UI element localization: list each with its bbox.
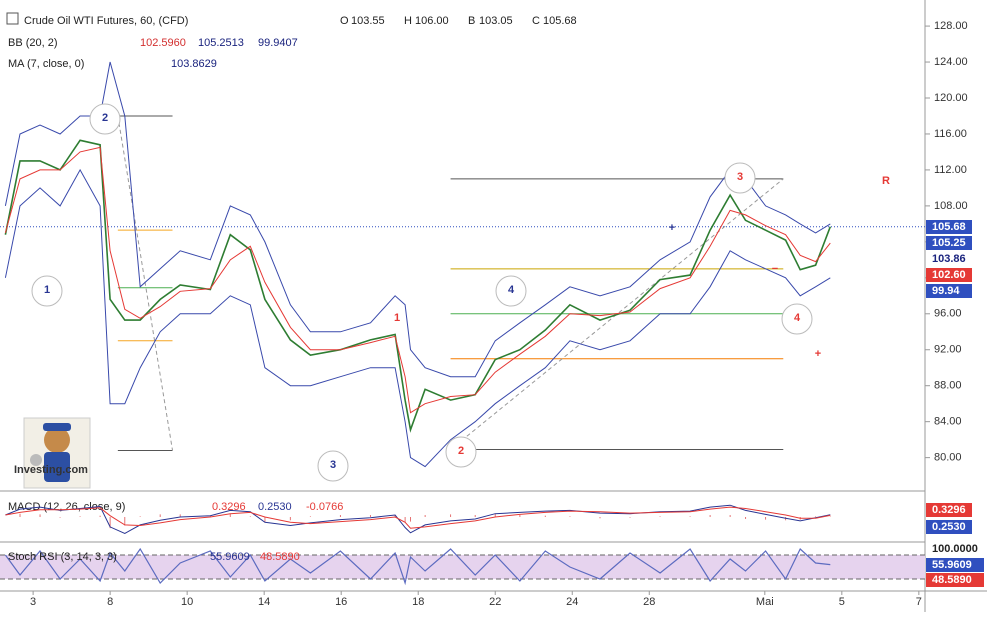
wave-circle xyxy=(724,162,756,194)
y-tick-label: 124.00 xyxy=(934,56,968,68)
macd-tag xyxy=(926,503,972,517)
stoch-tag-label: 48.5890 xyxy=(932,574,972,586)
price-tag xyxy=(926,220,972,234)
series-line xyxy=(4,168,831,468)
bb-value: 105.2513 xyxy=(198,37,244,49)
wave-label: + xyxy=(669,222,675,234)
wave-label: 3 xyxy=(737,171,743,183)
wave-circle xyxy=(89,103,121,135)
y-tick-label: 88.00 xyxy=(934,380,962,392)
y-tick-label: 128.00 xyxy=(934,20,968,32)
x-tick-label: 14 xyxy=(258,596,270,608)
wave-circle xyxy=(317,450,349,482)
ohlc-value: 103.55 xyxy=(351,15,385,27)
stoch-tag xyxy=(926,558,984,572)
x-tick-label: 16 xyxy=(335,596,347,608)
chart-title: Crude Oil WTI Futures, 60, (CFD) xyxy=(24,15,188,27)
wave-label: 3 xyxy=(330,459,336,471)
x-tick-label: 28 xyxy=(643,596,655,608)
x-tick-label: 7 xyxy=(916,596,922,608)
ohlc-key: H xyxy=(404,15,412,27)
stoch-value: 48.5890 xyxy=(260,551,300,563)
bb-value: 99.9407 xyxy=(258,37,298,49)
y-tick-label: 120.00 xyxy=(934,92,968,104)
x-tick-label: 24 xyxy=(566,596,578,608)
wave-circle xyxy=(31,275,63,307)
macd-tag-label: 0.3296 xyxy=(932,504,966,516)
macd-tag-label: 0.2530 xyxy=(932,521,966,533)
wave-label: R xyxy=(882,175,890,187)
macd-name: MACD (12, 26, close, 9) xyxy=(8,501,125,513)
y-tick-label: 112.00 xyxy=(934,164,967,176)
stoch-name: Stoch RSI (3, 14, 3, 3) xyxy=(8,551,117,563)
ma-name: MA (7, close, 0) xyxy=(8,58,84,70)
macd-tag xyxy=(926,520,972,534)
ohlc-value: 106.00 xyxy=(415,15,449,27)
stoch-tag-label: 55.9609 xyxy=(932,559,972,571)
wave-label: 2 xyxy=(458,445,464,457)
wave-label: 1 xyxy=(44,284,50,296)
y-tick-label: 80.00 xyxy=(934,452,962,464)
price-tag-label: 105.25 xyxy=(932,237,966,249)
ohlc-key: C xyxy=(532,15,540,27)
ohlc-value: 105.68 xyxy=(543,15,577,27)
wave-label: − xyxy=(772,263,778,275)
trend-line xyxy=(450,178,784,450)
wave-circle xyxy=(495,275,527,307)
ma-value: 103.8629 xyxy=(171,58,217,70)
wave-label: 4 xyxy=(508,284,515,296)
x-tick-label: 10 xyxy=(181,596,193,608)
stoch-tag-label: 100.0000 xyxy=(932,543,978,555)
wave-label: 1 xyxy=(394,312,400,324)
price-tag-label: 105.68 xyxy=(932,221,966,233)
y-tick-label: 96.00 xyxy=(934,308,962,320)
ohlc-key: O xyxy=(340,15,349,27)
wave-label: 4 xyxy=(794,312,801,324)
price-tag-label: 103.86 xyxy=(932,253,966,265)
price-tag xyxy=(926,268,972,282)
macd-value: 0.3296 xyxy=(212,501,246,513)
wave-circle xyxy=(781,303,813,335)
x-tick-label: 8 xyxy=(107,596,113,608)
y-tick-label: 92.00 xyxy=(934,344,962,356)
logo xyxy=(23,417,91,489)
series-line xyxy=(4,61,831,378)
y-tick-label: 116.00 xyxy=(934,128,967,140)
wave-label: 2 xyxy=(102,112,108,124)
y-tick-label: 108.00 xyxy=(934,200,968,212)
watermark: Investing.com xyxy=(14,464,88,476)
x-tick-label: 5 xyxy=(839,596,845,608)
macd-value: 0.2530 xyxy=(258,501,292,513)
price-tag-label: 102.60 xyxy=(932,269,966,281)
x-tick-label: 22 xyxy=(489,596,501,608)
bb-value: 102.5960 xyxy=(140,37,186,49)
bb-name: BB (20, 2) xyxy=(8,37,58,49)
stoch-band xyxy=(0,555,925,579)
ohlc-key: B xyxy=(468,15,475,27)
x-tick-label: Mai xyxy=(756,596,774,608)
series-line xyxy=(4,146,831,414)
wave-label: + xyxy=(815,348,821,360)
price-tag-label: 99.94 xyxy=(932,285,960,297)
wave-circle xyxy=(445,436,477,468)
series-line xyxy=(5,504,831,534)
stoch-tag xyxy=(926,542,984,556)
x-tick-label: 18 xyxy=(412,596,424,608)
y-tick-label: 84.00 xyxy=(934,416,962,428)
ohlc-value: 103.05 xyxy=(479,15,513,27)
series-line xyxy=(5,506,831,529)
macd-value: -0.0766 xyxy=(306,501,343,513)
collapse-icon[interactable] xyxy=(6,12,19,25)
series-line xyxy=(4,547,831,586)
price-tag xyxy=(926,236,972,250)
x-tick-label: 3 xyxy=(30,596,36,608)
series-line xyxy=(4,139,832,433)
stoch-value: 55.9609 xyxy=(210,551,250,563)
stoch-tag xyxy=(926,573,984,587)
trend-line xyxy=(117,115,174,451)
price-tag xyxy=(926,252,972,266)
price-tag xyxy=(926,284,972,298)
